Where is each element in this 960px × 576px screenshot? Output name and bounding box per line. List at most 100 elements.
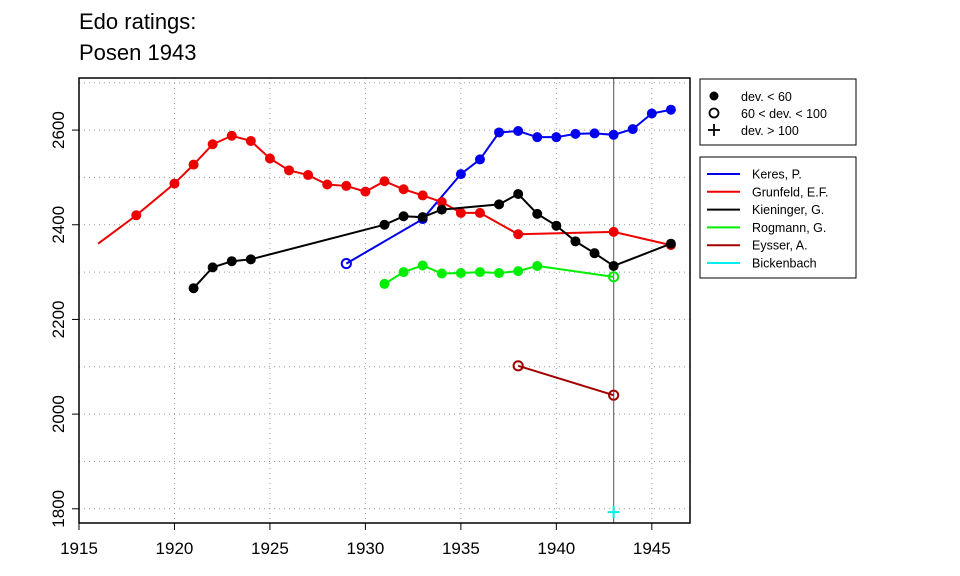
data-point	[608, 260, 619, 271]
series-0	[340, 104, 676, 270]
y-tick-label: 2400	[49, 206, 68, 244]
x-tick-label: 1940	[537, 539, 575, 558]
series-legend-label: Bickenbach	[752, 257, 817, 271]
data-point	[608, 389, 620, 401]
data-point	[398, 211, 409, 222]
y-tick-label: 2600	[49, 111, 68, 149]
data-point	[627, 124, 638, 135]
series-legend-label: Eysser, A.	[752, 239, 808, 253]
data-point	[607, 506, 620, 519]
x-tick-label: 1935	[442, 539, 480, 558]
plot-frame	[78, 77, 691, 524]
series-legend-label: Rogmann, G.	[752, 221, 826, 235]
filled-circle-symbol	[709, 91, 719, 101]
data-point	[608, 271, 620, 283]
data-point	[455, 169, 466, 180]
series-line	[97, 134, 672, 247]
series-legend-label: Kieninger, G.	[752, 203, 824, 217]
data-point	[322, 179, 333, 190]
data-point	[513, 126, 524, 137]
series-1	[97, 130, 676, 251]
marker-legend-box	[699, 78, 857, 146]
data-point	[494, 199, 505, 210]
data-point	[513, 229, 524, 240]
series-legend: Keres, P. Grunfeld, E.F. Kieninger, G. Rogm…	[699, 156, 857, 279]
data-point	[131, 210, 142, 221]
series-4	[512, 360, 620, 401]
data-point	[551, 132, 562, 143]
open-circle-symbol	[708, 107, 720, 119]
axes: 1915 1920 1925 1930 1935 1940 1945 1800 2000 2200…	[49, 111, 671, 558]
y-tick-label: 1800	[49, 490, 68, 528]
series-line	[192, 192, 672, 289]
data-point	[532, 208, 543, 219]
data-point	[379, 176, 390, 187]
chart-title: Edo ratings: Posen 1943	[79, 9, 196, 65]
x-tick-label: 1945	[633, 539, 671, 558]
y-tick-label: 2200	[49, 301, 68, 339]
marker-legend-label-1: dev. < 60	[741, 90, 792, 104]
data-point	[570, 128, 581, 139]
series-legend-label: Grunfeld, E.F.	[752, 185, 828, 199]
data-point	[245, 135, 256, 146]
data-point	[226, 130, 237, 141]
marker-legend-label-3: dev. > 100	[741, 124, 799, 138]
x-tick-label: 1920	[156, 539, 194, 558]
data-point	[436, 197, 447, 208]
data-point	[436, 268, 447, 279]
data-point	[455, 268, 466, 279]
data-point	[188, 159, 199, 170]
data-point	[551, 220, 562, 231]
marker-legend: dev. < 60 60 < dev. < 100 dev. > 100	[699, 78, 857, 146]
data-point	[169, 178, 180, 189]
grid	[79, 78, 690, 523]
data-point	[513, 266, 524, 277]
series-legend-label: Keres, P.	[752, 168, 802, 182]
data-point	[284, 165, 295, 176]
data-point	[532, 260, 543, 271]
data-point	[455, 207, 466, 218]
data-point	[207, 262, 218, 273]
title-line-2: Posen 1943	[79, 40, 196, 65]
series-legend-box	[699, 156, 857, 279]
data-point	[245, 254, 256, 265]
data-point	[665, 104, 676, 115]
data-point	[532, 132, 543, 143]
data-point	[188, 283, 199, 294]
data-point	[474, 154, 485, 165]
data-point	[646, 108, 657, 119]
x-tick-label: 1925	[251, 539, 289, 558]
data-point	[494, 268, 505, 279]
series-3	[379, 260, 620, 289]
data-point	[474, 207, 485, 218]
data-point	[226, 256, 237, 267]
x-tick-label: 1930	[346, 539, 384, 558]
data-point	[303, 170, 314, 181]
plus-symbol	[708, 124, 720, 136]
title-line-1: Edo ratings:	[79, 9, 196, 34]
y-tick-label: 2000	[49, 395, 68, 433]
series-5	[607, 506, 620, 519]
marker-legend-label-2: 60 < dev. < 100	[741, 107, 827, 121]
data-point	[417, 260, 428, 271]
series-line	[383, 264, 614, 285]
series-layer	[97, 104, 676, 519]
data-point	[608, 226, 619, 237]
data-point	[340, 257, 352, 270]
data-point	[589, 248, 600, 259]
data-point	[665, 238, 676, 249]
series-2	[188, 188, 676, 294]
data-point	[398, 184, 409, 195]
data-point	[207, 139, 218, 150]
data-point	[513, 188, 524, 199]
data-point	[379, 219, 390, 230]
data-point	[417, 212, 428, 223]
data-point	[360, 186, 371, 197]
data-point	[608, 129, 619, 140]
data-point	[570, 236, 581, 247]
data-point	[398, 267, 409, 278]
data-point	[379, 278, 390, 289]
series-line	[517, 364, 614, 397]
